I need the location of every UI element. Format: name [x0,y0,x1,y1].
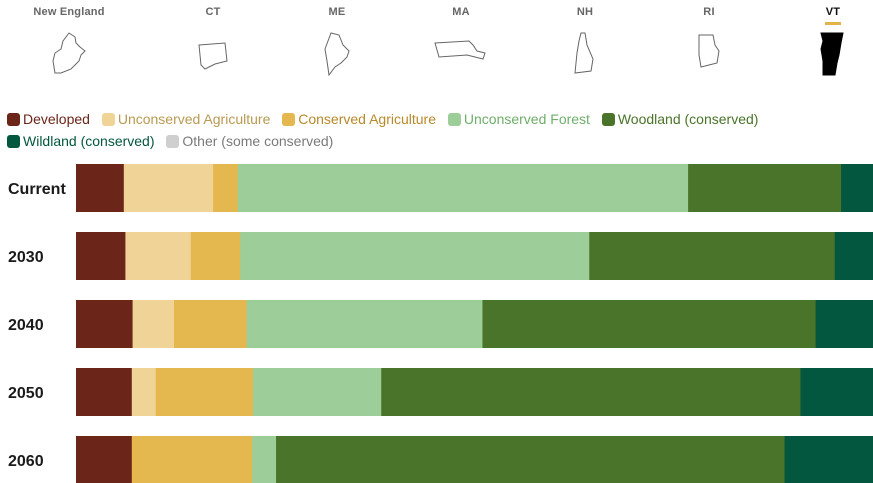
tab-me[interactable]: ME [282,0,392,88]
bar-row-2060: 2060 [8,436,873,483]
bar-segment-woodland-conserved[interactable] [381,368,801,416]
legend-label: Conserved Agriculture [298,111,436,127]
stacked-bar-chart: Current 2030 2040 2050 2060 [8,164,873,483]
tab-label: CT [205,6,221,18]
rhode-island-map-icon [698,34,720,68]
tab-label: MA [452,6,470,18]
bar-segment-unconserved-forest[interactable] [240,232,590,280]
bar-segment-unconserved-forest[interactable] [246,300,483,348]
tab-ri[interactable]: RI [654,0,764,88]
tab-vt[interactable]: VT [778,0,873,88]
legend-item-other[interactable]: Other (some conserved) [166,130,333,152]
bar-segment-unconserved-forest[interactable] [252,436,277,483]
legend-swatch [601,113,615,126]
bar-segment-wildland-conserved[interactable] [784,436,873,483]
tab-underline [825,22,841,25]
bar-segment-conserved-agriculture[interactable] [131,436,253,483]
tab-underline [701,22,717,25]
legend-item-conserved-agriculture[interactable]: Conserved Agriculture [282,108,436,130]
bar-segment-woodland-conserved[interactable] [482,300,817,348]
bar-segment-developed[interactable] [76,436,133,483]
bar-row-2050: 2050 [8,368,873,416]
bar-segment-developed[interactable] [76,300,134,348]
legend-swatch [166,135,180,148]
bar-segment-wildland-conserved[interactable] [815,300,873,348]
bar-segment-woodland-conserved[interactable] [276,436,786,483]
bar-segment-unconserved-agriculture[interactable] [123,164,214,212]
bar-segment-wildland-conserved[interactable] [834,232,873,280]
legend-item-unconserved-agriculture[interactable]: Unconserved Agriculture [101,108,271,130]
category-label: 2060 [8,453,44,470]
legend-item-wildland[interactable]: Wildland (conserved) [7,130,155,152]
legend-label: Other (some conserved) [182,133,334,149]
bar-segment-developed[interactable] [76,164,125,212]
new-england-map-icon [52,32,86,74]
new-hampshire-map-icon [574,32,594,74]
legend-swatch [447,113,461,126]
tab-underline [329,22,345,25]
tab-label: VT [825,6,841,18]
bar-segment-wildland-conserved[interactable] [800,368,873,416]
legend-swatch [101,113,115,126]
tab-ct[interactable]: CT [158,0,268,88]
legend-label: Developed [23,111,90,127]
tab-underline [61,22,77,25]
tab-label: ME [328,6,346,18]
bar-segment-conserved-agriculture[interactable] [190,232,241,280]
tab-ma[interactable]: MA [406,0,516,88]
region-tabs: New England CT ME MA NH RI [0,0,873,90]
legend-label: Woodland (conserved) [617,111,759,127]
legend-swatch [7,135,20,148]
bar-segment-unconserved-agriculture[interactable] [132,300,175,348]
bar-segment-conserved-agriculture[interactable] [155,368,254,416]
bar-segment-conserved-agriculture[interactable] [213,164,239,212]
tab-nh[interactable]: NH [530,0,640,88]
tab-label: New England [33,6,105,18]
bar-segment-unconserved-forest[interactable] [252,368,382,416]
bar-row-2040: 2040 [8,300,873,348]
category-label: 2040 [8,317,44,334]
bar-segment-woodland-conserved[interactable] [589,232,836,280]
legend-label: Unconserved Agriculture [117,111,271,127]
legend-swatch [282,113,296,126]
category-label: 2050 [8,385,44,402]
bar-segment-unconserved-agriculture[interactable] [131,368,157,416]
category-label: Current [8,181,66,198]
tab-label: NH [576,6,594,18]
legend-item-woodland[interactable]: Woodland (conserved) [601,108,759,130]
bar-segment-unconserved-agriculture[interactable] [125,232,192,280]
tab-underline [205,22,221,25]
vermont-map-icon [820,32,844,76]
tab-label: RI [703,6,715,18]
chart-legend: Developed Unconserved Agriculture Conser… [7,108,847,152]
legend-label: Unconserved Forest [463,111,590,127]
bar-segment-developed[interactable] [76,232,126,280]
bar-segment-wildland-conserved[interactable] [841,164,873,212]
legend-label: Wildland (conserved) [23,133,155,149]
bar-segment-developed[interactable] [76,368,133,416]
tab-underline [577,22,593,25]
bar-segment-unconserved-forest[interactable] [237,164,689,212]
maine-map-icon [324,32,350,77]
legend-swatch [7,113,20,126]
tab-underline [453,22,469,25]
category-label: 2030 [8,249,44,266]
legend-item-developed[interactable]: Developed [7,108,90,130]
tab-new-england[interactable]: New England [14,0,124,88]
bar-row-current: Current [8,164,873,212]
massachusetts-map-icon [434,40,486,60]
connecticut-map-icon [198,42,228,70]
bar-row-2030: 2030 [8,232,873,280]
bar-segment-woodland-conserved[interactable] [688,164,842,212]
legend-item-unconserved-forest[interactable]: Unconserved Forest [447,108,590,130]
bar-segment-conserved-agriculture[interactable] [174,300,248,348]
